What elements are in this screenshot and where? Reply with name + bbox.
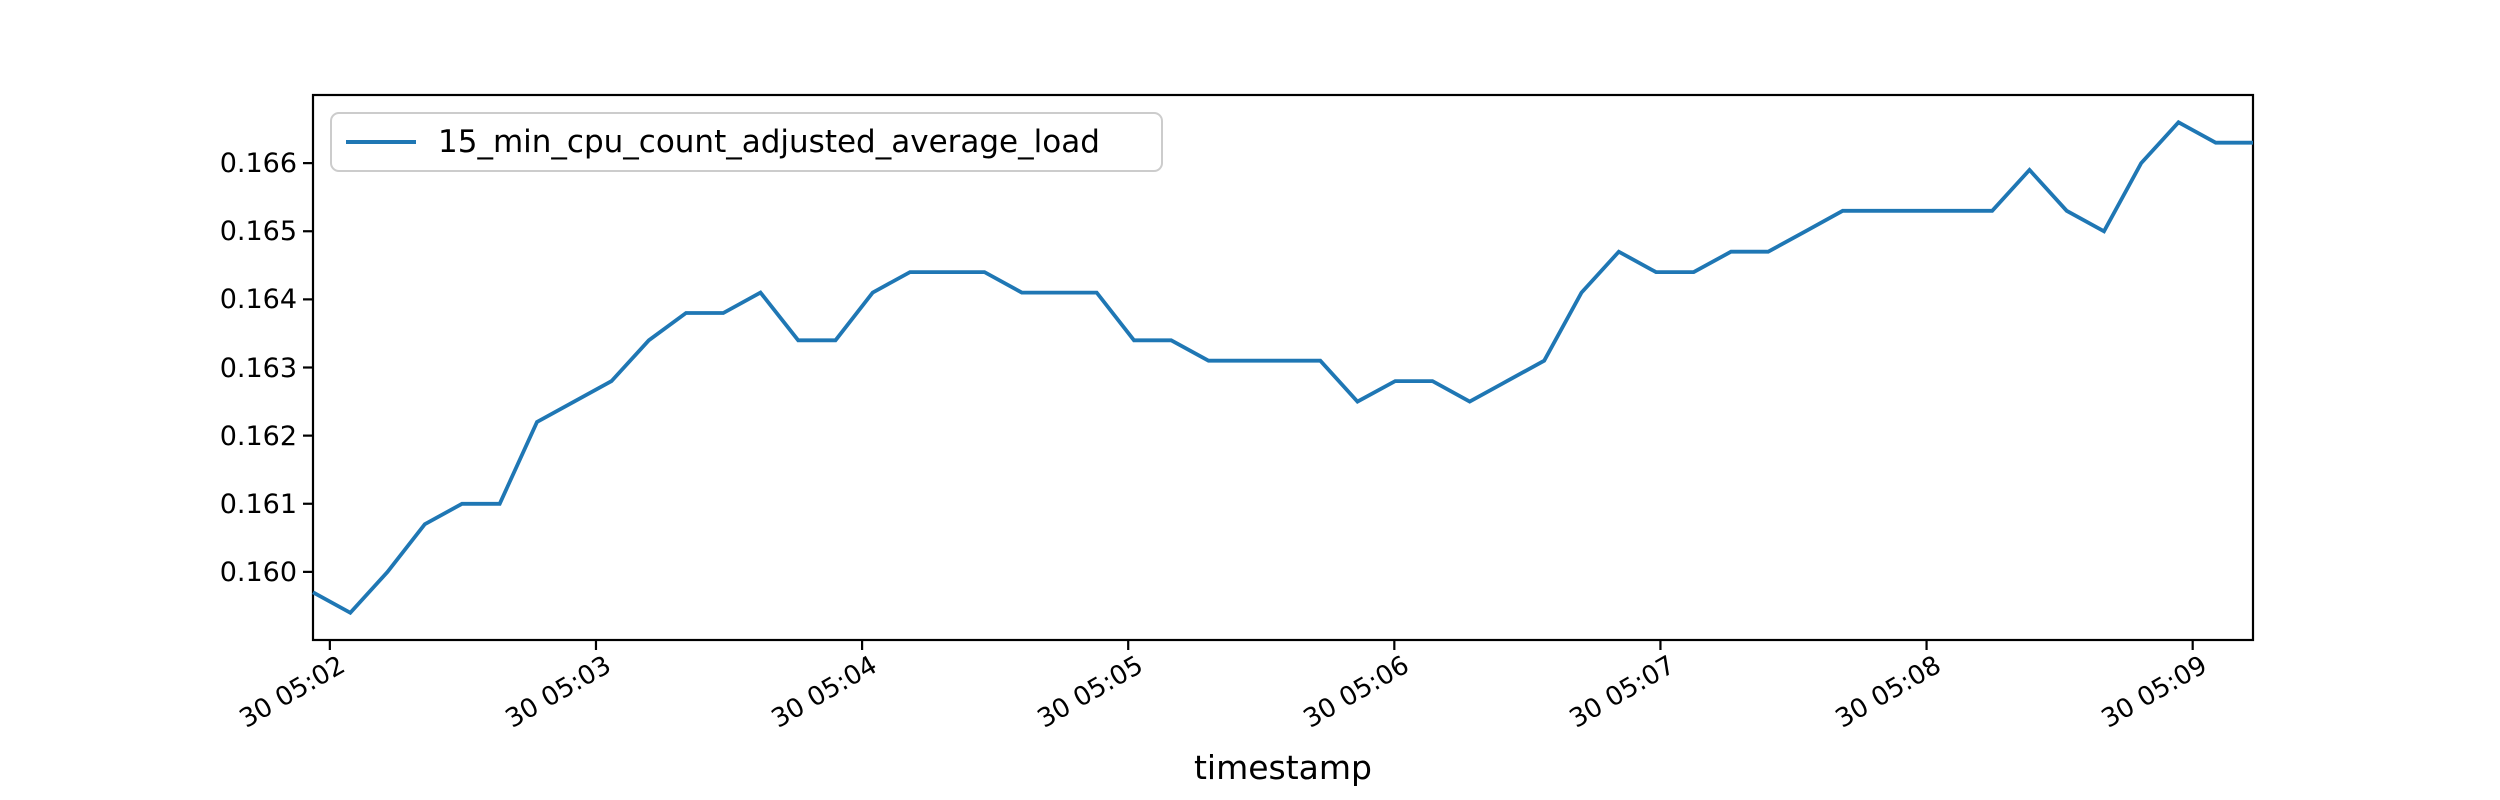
y-tick-label: 0.161 bbox=[219, 488, 297, 520]
y-tick-label: 0.163 bbox=[219, 352, 297, 384]
legend-line-sample bbox=[346, 140, 416, 144]
x-axis-title: timestamp bbox=[1193, 748, 1372, 787]
y-tick-label: 0.160 bbox=[219, 556, 297, 588]
legend: 15_min_cpu_count_adjusted_average_load bbox=[330, 112, 1163, 172]
y-tick-label: 0.164 bbox=[219, 284, 297, 316]
series-line bbox=[312, 119, 2253, 616]
y-tick-label: 0.165 bbox=[219, 216, 297, 248]
plot-border bbox=[311, 93, 2255, 642]
y-tick-label: 0.162 bbox=[219, 420, 297, 452]
legend-label: 15_min_cpu_count_adjusted_average_load bbox=[438, 124, 1100, 160]
y-tick-label: 0.166 bbox=[219, 148, 297, 180]
